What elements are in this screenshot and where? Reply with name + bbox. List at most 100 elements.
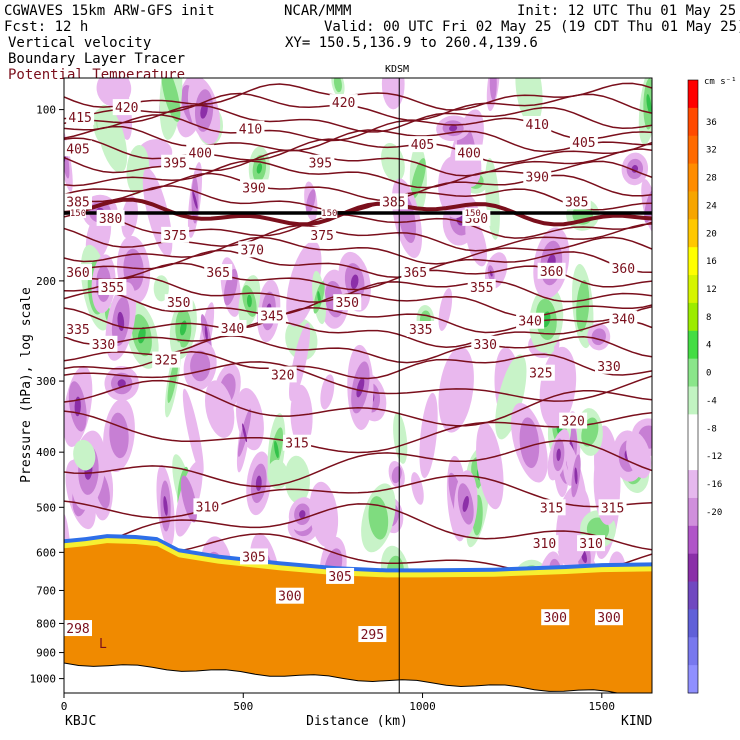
isentrope-label-bg <box>526 364 555 381</box>
downdraft-contour <box>449 125 458 132</box>
y-tick-label: 1000 <box>30 673 57 686</box>
colorbar-swatch <box>688 525 698 555</box>
isentrope-label-bg <box>569 133 598 150</box>
colorbar-swatch <box>688 553 698 583</box>
isentrope-label: 380 <box>99 212 122 227</box>
isentrope-label: 355 <box>470 281 493 296</box>
isentrope-label-bg <box>609 260 638 277</box>
isentrope-label-bg <box>530 535 559 552</box>
isentrope-label-bg <box>406 321 435 338</box>
downdraft-contour <box>489 78 497 101</box>
colorbar-tick-label: 8 <box>706 313 711 323</box>
isentrope-label: 400 <box>457 147 480 162</box>
isentrope-label-bg <box>464 208 481 219</box>
isentrope-label: 375 <box>310 229 333 244</box>
isentrope-label-bg <box>559 412 588 429</box>
isentrope-label: 300 <box>278 590 301 605</box>
colorbar-tick-label: 16 <box>706 257 717 267</box>
colorbar-swatch <box>688 609 698 638</box>
downdraft-contour <box>462 495 469 512</box>
isentrope-line <box>64 185 652 213</box>
isentrope-line <box>64 249 652 279</box>
y-tick-label: 800 <box>36 617 56 630</box>
colorbar-swatch <box>688 191 698 220</box>
isentrope-label: 305 <box>328 570 351 585</box>
downdraft-contour <box>476 422 504 510</box>
downdraft-contour <box>190 350 211 382</box>
colorbar-tick-label: 32 <box>706 146 717 156</box>
colorbar-swatch <box>688 135 698 165</box>
isentrope-label: 360 <box>66 266 89 281</box>
isentrope-label-bg <box>408 136 437 153</box>
isentrope-label: 350 <box>336 296 359 311</box>
isentrope-label: 150 <box>321 209 337 219</box>
isentrope-label-bg <box>152 351 181 368</box>
isentrope-label-bg <box>193 498 222 515</box>
downdraft-contour <box>204 380 235 438</box>
isentrope-line <box>64 276 652 303</box>
isentrope-label: 150 <box>70 209 86 219</box>
isentrope-line <box>64 439 652 488</box>
updraft-contour <box>393 412 408 464</box>
isentrope-label-bg <box>164 294 193 311</box>
colorbar-tick-label: 28 <box>706 174 717 184</box>
updraft-contour <box>274 440 279 459</box>
isentrope-label-bg <box>516 312 545 329</box>
isentrope-label: 325 <box>529 367 552 382</box>
ground-surface <box>64 662 652 693</box>
isentrope-label: 365 <box>206 266 229 281</box>
isentrope-label-bg <box>467 278 496 295</box>
isentrope-label: 310 <box>533 537 556 552</box>
model-title: CGWAVES 15km ARW-GFS init <box>4 3 215 19</box>
isentrope-label: 420 <box>115 101 138 116</box>
isentrope-label: 300 <box>543 611 566 626</box>
isentrope-label-bg <box>358 626 387 643</box>
updraft-contour <box>137 327 146 344</box>
isentrope-label: 410 <box>239 123 262 138</box>
isentrope-label: 310 <box>196 500 219 515</box>
y-tick-label: 400 <box>36 446 56 459</box>
isentrope-label-bg <box>240 548 269 565</box>
isentrope-label: 365 <box>404 266 427 281</box>
isentrope-label: 315 <box>285 437 308 452</box>
isentrope-label: 295 <box>361 628 384 643</box>
isentrope-label-bg <box>609 310 638 327</box>
colorbar-swatch <box>688 386 698 415</box>
isentrope-label-bg <box>186 144 215 161</box>
isentrope-label-bg <box>98 278 127 295</box>
colorbar-swatch <box>688 80 698 109</box>
isentrope-label-bg <box>112 99 141 116</box>
downdraft-contour <box>286 241 322 327</box>
updraft-contour <box>646 94 652 114</box>
colorbar-tick-label: 4 <box>706 341 711 351</box>
isentrope-line <box>64 379 652 427</box>
isentrope-label-bg <box>541 609 570 626</box>
isentrope-label: 405 <box>411 138 434 153</box>
isentrope-label: 298 <box>66 622 89 637</box>
downdraft-contour <box>121 196 138 239</box>
colorbar-swatch <box>688 219 698 248</box>
isentrope-label-bg <box>66 108 95 125</box>
terrain: L <box>64 534 652 693</box>
isentrope-label: 385 <box>382 195 405 210</box>
downdraft-contour <box>411 472 424 505</box>
isentrope-label: 315 <box>601 501 624 516</box>
downdraft-contour <box>306 189 316 214</box>
isentrope-label: 370 <box>240 243 263 258</box>
colorbar: 36 32 28 24 20 16 12 8 4 0 -4 -8 -12 -16 -20 <box>687 79 722 694</box>
isentrope-label: 330 <box>597 360 620 375</box>
y-tick-label: 100 <box>36 104 56 117</box>
valid-time: Valid: 00 UTC Fri 02 May 25 (19 CDT Thu … <box>324 19 740 35</box>
isentrope-label: 340 <box>518 315 541 330</box>
downdraft-contour <box>74 396 81 417</box>
isentrope-line <box>64 503 652 553</box>
isentrope-label-bg <box>379 193 408 210</box>
isentrope-line <box>64 114 652 142</box>
isentrope-label: 320 <box>271 368 294 383</box>
colorbar-swatch <box>688 470 698 499</box>
isentrope-label: 330 <box>474 338 497 353</box>
isentrope-label-bg <box>257 307 286 324</box>
updraft-contour <box>267 459 288 490</box>
downdraft-contour <box>204 325 208 341</box>
isentrope-line <box>64 305 652 334</box>
